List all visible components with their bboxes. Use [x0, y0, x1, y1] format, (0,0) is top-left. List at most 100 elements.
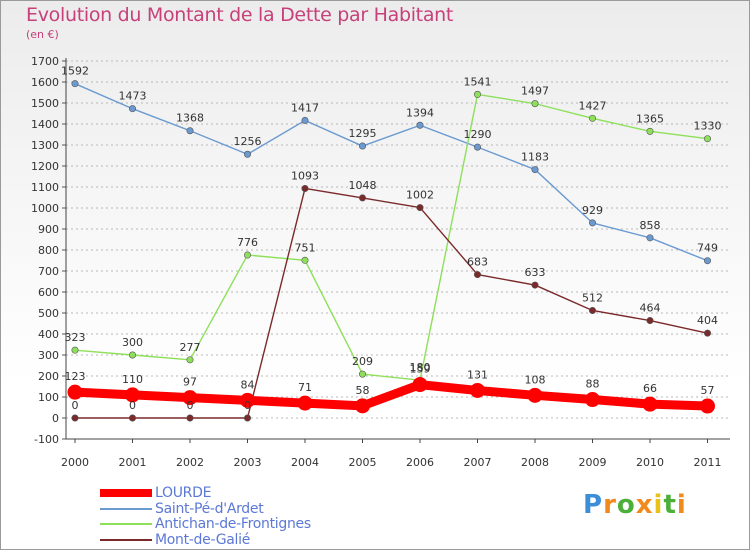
data-point [646, 317, 654, 325]
data-point [358, 194, 366, 202]
y-tick-label: 1500 [31, 97, 59, 110]
data-point [244, 414, 252, 422]
data-point [703, 135, 711, 143]
data-label: 464 [640, 302, 661, 315]
data-point [588, 306, 596, 314]
series-3 [71, 184, 711, 422]
data-point [125, 387, 140, 403]
data-label: 1368 [176, 112, 204, 125]
y-tick-label: 200 [38, 370, 59, 383]
data-label: 108 [525, 373, 546, 386]
data-label: 751 [295, 241, 316, 254]
series-line [74, 82, 709, 262]
data-label: 66 [643, 382, 657, 395]
x-tick-label: 2011 [694, 456, 722, 469]
data-label: 858 [640, 219, 661, 232]
y-tick-label: 500 [38, 307, 59, 320]
data-point [186, 356, 194, 364]
legend-label: Antichan-de-Frontignes [155, 516, 311, 532]
series-line [70, 380, 712, 411]
data-point [129, 105, 137, 113]
data-label: 88 [586, 378, 600, 391]
x-tick-label: 2000 [61, 456, 89, 469]
data-point [244, 251, 252, 259]
data-label: 1002 [406, 189, 434, 202]
data-point [244, 150, 252, 158]
y-tick-label: 0 [52, 412, 59, 425]
data-point [588, 114, 596, 122]
data-label: 1330 [694, 120, 722, 133]
series-1 [71, 80, 711, 265]
y-tick-label: 900 [38, 223, 59, 236]
data-point [412, 377, 428, 393]
data-point [588, 219, 596, 227]
data-point [71, 80, 79, 88]
chart-subtitle: (en €) [26, 28, 59, 41]
chart-title: Evolution du Montant de la Dette par Hab… [26, 4, 454, 26]
x-tick-label: 2001 [119, 456, 147, 469]
data-label: 180 [410, 361, 431, 374]
data-label: 277 [180, 341, 201, 354]
data-label: 1473 [119, 90, 147, 103]
x-tick-label: 2002 [176, 456, 204, 469]
data-point [301, 256, 309, 264]
x-tick-label: 2006 [406, 456, 434, 469]
y-tick-label: 1200 [31, 160, 59, 173]
data-point [240, 392, 255, 408]
data-point [129, 414, 137, 422]
legend-label: LOURDE [155, 485, 212, 501]
x-tick-label: 2007 [464, 456, 492, 469]
data-label: 1427 [579, 99, 607, 112]
legend-label: Saint-Pé-d'Ardet [155, 501, 264, 517]
data-label: 929 [582, 204, 603, 217]
y-tick-label: 1700 [31, 55, 59, 68]
data-label: 1048 [349, 179, 377, 192]
data-label: 84 [241, 378, 255, 391]
y-tick-label: 1300 [31, 139, 59, 152]
legend-item: Antichan-de-Frontignes [100, 516, 311, 532]
data-label: 1093 [291, 169, 319, 182]
data-point [297, 395, 313, 411]
y-tick-label: 100 [38, 391, 59, 404]
data-point [301, 116, 309, 124]
data-point [129, 351, 137, 359]
data-label: 633 [525, 266, 546, 279]
data-label: 1295 [349, 127, 377, 140]
data-label: 1290 [464, 128, 492, 141]
data-label: 1541 [464, 75, 492, 88]
data-point [355, 398, 370, 414]
data-point [531, 166, 539, 174]
data-point [470, 382, 485, 398]
data-label: 0 [129, 399, 136, 412]
data-label: 749 [697, 242, 718, 255]
legend-item: Mont-de-Galié [100, 532, 250, 548]
data-label: 683 [467, 256, 488, 269]
data-point [473, 271, 481, 279]
data-point [527, 387, 543, 403]
series-line [74, 187, 709, 419]
data-point [182, 390, 198, 406]
data-point [642, 396, 658, 412]
data-point [585, 392, 600, 408]
y-tick-label: 1000 [31, 202, 59, 215]
data-point [358, 370, 366, 378]
data-point [473, 143, 481, 151]
data-label: 1417 [291, 101, 319, 114]
data-label: 123 [65, 370, 86, 383]
data-point [646, 127, 654, 135]
data-point [531, 281, 539, 289]
data-label: 209 [352, 355, 373, 368]
grid [62, 60, 730, 440]
data-point [416, 204, 424, 212]
data-label: 1394 [406, 106, 434, 119]
data-point [473, 90, 481, 98]
y-tick-label: 1400 [31, 118, 59, 131]
legend-swatch [100, 489, 152, 497]
x-tick-label: 2005 [349, 456, 377, 469]
data-point [531, 100, 539, 108]
data-point [700, 398, 715, 414]
legend-swatch [100, 523, 152, 525]
y-tick-label: 800 [38, 244, 59, 257]
x-tick-label: 2010 [636, 456, 664, 469]
